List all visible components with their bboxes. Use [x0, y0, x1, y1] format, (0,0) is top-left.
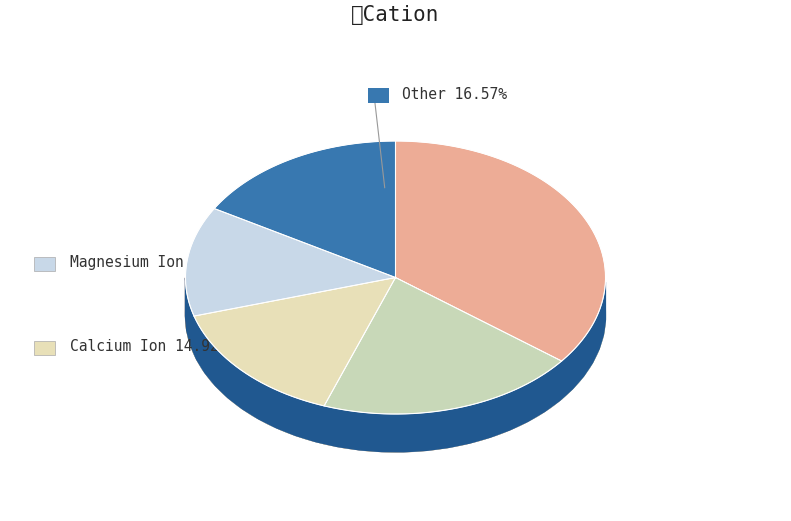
Polygon shape: [186, 286, 605, 452]
Bar: [34, 341, 55, 355]
Polygon shape: [396, 141, 606, 361]
Text: Other 16.57%: Other 16.57%: [402, 88, 507, 102]
Polygon shape: [185, 208, 396, 316]
Title: ①Cation: ①Cation: [351, 5, 440, 25]
Polygon shape: [324, 278, 562, 414]
Bar: [368, 89, 389, 103]
Polygon shape: [185, 278, 562, 452]
Text: Hydrogen Ion
35.48%: Hydrogen Ion 35.48%: [447, 227, 551, 263]
Polygon shape: [194, 287, 605, 452]
Polygon shape: [185, 278, 605, 452]
Polygon shape: [214, 141, 396, 278]
Text: Calcium Ion 14.92%: Calcium Ion 14.92%: [70, 339, 228, 354]
Polygon shape: [194, 278, 396, 406]
Ellipse shape: [185, 179, 606, 452]
Bar: [34, 256, 55, 271]
Text: Magnesium Ion 12.99%: Magnesium Ion 12.99%: [70, 255, 245, 270]
Text: Aluminum Ion 20.04%: Aluminum Ion 20.04%: [349, 362, 515, 377]
Polygon shape: [187, 283, 605, 444]
